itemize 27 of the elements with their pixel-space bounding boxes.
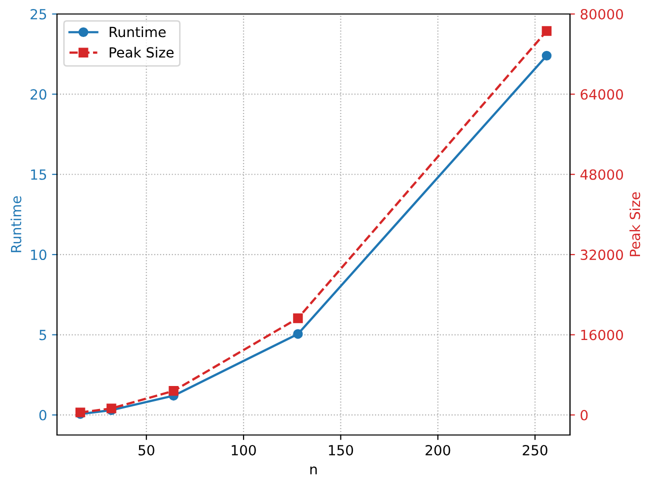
y-tick-label: 15 (31, 170, 46, 180)
y-tick-label: 0 (39, 410, 46, 420)
y2-tick-label: 48000 (580, 169, 623, 180)
x-tick-label: 150 (328, 444, 354, 456)
y2-axis-title: Peak Size (629, 192, 640, 256)
legend-label: Runtime (110, 26, 166, 38)
y-tick-label: 5 (40, 330, 46, 340)
y2-tick-label: 80000 (580, 8, 623, 20)
point (168, 386, 178, 396)
y-tick-label: 20 (30, 89, 46, 100)
x-tick-label: 200 (426, 444, 450, 456)
y2-tick-label: 32000 (580, 250, 623, 260)
point (542, 50, 552, 61)
y-tick-label: 25 (30, 8, 46, 20)
y-tick-label: 10 (31, 250, 46, 260)
x-tick-label: 100 (232, 444, 256, 456)
point (293, 313, 303, 324)
x-axis-title: n (310, 466, 317, 474)
point (293, 329, 303, 339)
x-tick-label: 50 (138, 444, 154, 456)
y2-tick-label: 64000 (580, 89, 623, 100)
point (542, 26, 552, 36)
y2-tick-label: 0 (580, 410, 588, 420)
x-tick-label: 250 (522, 444, 548, 456)
legend-label: Peak Size (110, 46, 174, 58)
y2-tick-label: 16000 (581, 330, 623, 340)
y-axis-title: Runtime (10, 196, 22, 252)
